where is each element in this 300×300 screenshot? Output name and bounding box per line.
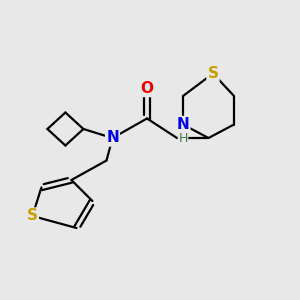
Text: S: S <box>27 208 38 224</box>
Text: H: H <box>178 132 188 146</box>
Text: S: S <box>208 66 218 81</box>
Text: O: O <box>140 81 154 96</box>
Text: N: N <box>177 117 189 132</box>
Text: N: N <box>106 130 119 146</box>
